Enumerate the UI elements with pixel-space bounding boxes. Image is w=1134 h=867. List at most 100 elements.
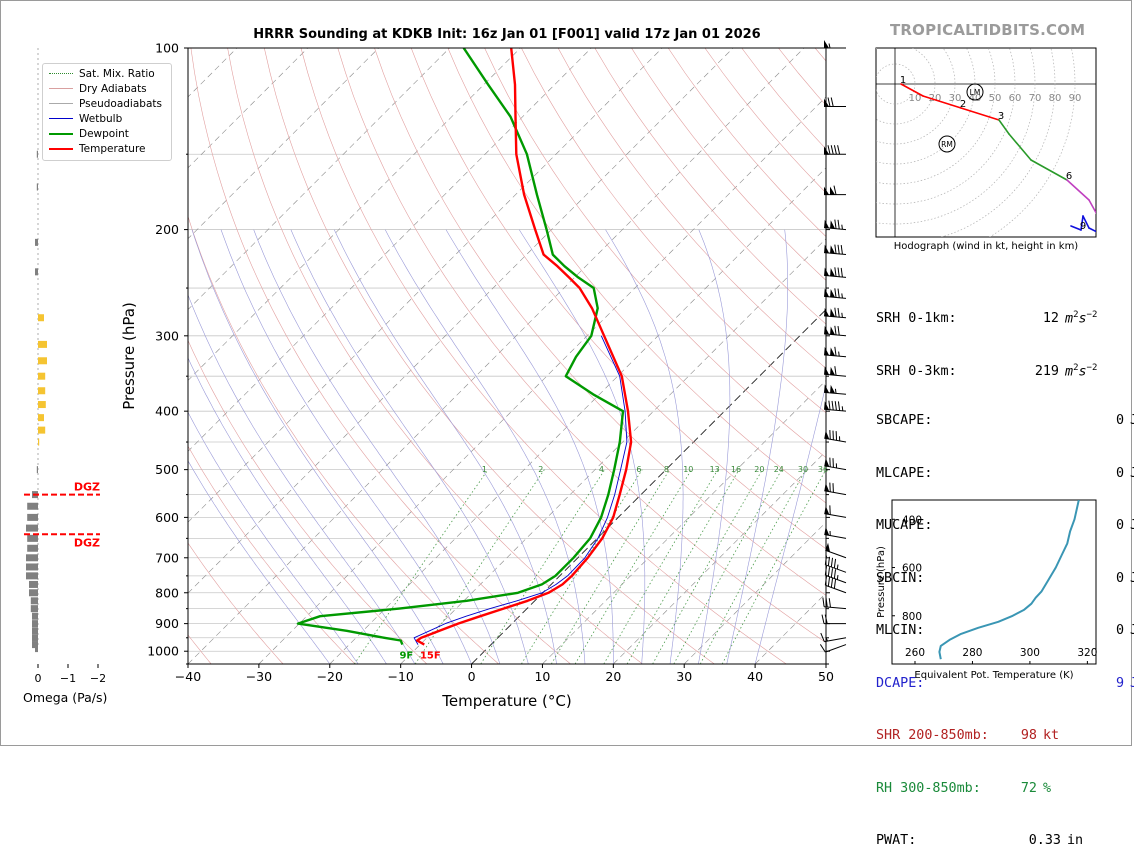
omega-bar [38, 427, 45, 434]
wind-barb [824, 505, 846, 517]
hodograph-ring-label: 60 [1009, 93, 1022, 104]
wind-barbs [820, 40, 846, 652]
wind-barb-shaft [824, 514, 846, 518]
wind-barb-half [829, 44, 830, 49]
wind-barb-flag [830, 385, 835, 393]
wind-barb [824, 97, 846, 106]
wind-barb [824, 430, 846, 442]
omega-bar [38, 357, 47, 364]
y-tick-label: 600 [155, 510, 179, 525]
wind-barb [824, 326, 846, 336]
wind-barb-flag [824, 40, 829, 48]
hodograph-height-label: 1 [900, 75, 906, 86]
wind-barb-feather [838, 326, 839, 335]
omega-bar [32, 620, 38, 627]
mixing-ratio-label: 2 [538, 465, 543, 474]
wind-barb-feather [838, 289, 839, 298]
omega-tick-label: 0 [35, 672, 42, 685]
wind-barb-feather [832, 401, 833, 410]
legend-item-dewpoint: Dewpoint [49, 126, 129, 141]
wind-barb-feather [834, 559, 835, 568]
wind-barb-half [835, 389, 836, 394]
legend-item-temperature: Temperature [49, 141, 146, 156]
stat-dcape: DCAPE:9J/kg [876, 675, 1134, 693]
wind-barb-flag [824, 401, 829, 409]
wind-barb-shaft [824, 638, 846, 642]
moist-adiabat [254, 230, 500, 664]
omega-tick-label: −1 [60, 672, 76, 685]
hodograph-ring-label: 80 [1049, 93, 1062, 104]
wind-barb-half [839, 352, 840, 357]
wind-barb [824, 40, 846, 48]
omega-bar [26, 525, 38, 532]
wind-barb-feather [828, 567, 829, 576]
omega-bar [29, 581, 38, 588]
mixing-ratio-label: 13 [710, 465, 720, 474]
x-tick-label: 20 [605, 669, 621, 684]
hodograph-height-label: 6 [1066, 171, 1072, 182]
hodograph-height-label: 3 [998, 111, 1004, 122]
mixing-ratio-label: 1 [482, 465, 487, 474]
omega-bar [37, 151, 38, 158]
dry-adiabat [191, 48, 571, 664]
wind-barb-feather [831, 97, 833, 106]
omega-bar [26, 554, 38, 561]
wind-barb-feather [834, 569, 835, 578]
isotherm-line [330, 48, 946, 664]
x-tick-label: 0 [468, 669, 476, 684]
mixing-ratio-line [481, 470, 605, 664]
wind-barb [824, 245, 846, 255]
legend-item-dry-adiabats: Dry Adiabats [49, 81, 147, 96]
stat-rh-300-850: RH 300-850mb:72% [876, 780, 1134, 798]
wind-barb-feather [838, 308, 839, 317]
wind-barb-flag [830, 326, 835, 334]
mixing-ratio-label: 30 [798, 465, 808, 474]
omega-bar [38, 387, 45, 394]
wind-barb-half [842, 313, 843, 318]
wind-barb-half [837, 575, 838, 580]
moist-adiabat [221, 230, 472, 664]
wind-barb-flag [824, 483, 829, 492]
wind-barb-feather [829, 401, 830, 410]
wind-barb [824, 288, 846, 298]
omega-bar [26, 563, 38, 570]
y-tick-label: 500 [155, 462, 179, 477]
stat-mucape: MUCAPE:0J/kg [876, 517, 1134, 535]
mixing-ratio-label: 6 [636, 465, 641, 474]
wind-barb-feather [822, 615, 824, 624]
mixing-ratio-label: 4 [599, 465, 604, 474]
wind-barb [824, 366, 846, 376]
wind-barb-feather [834, 579, 835, 588]
omega-bar [32, 634, 38, 641]
omega-bar [38, 414, 44, 421]
surface-temp-label: 15F [420, 651, 441, 662]
wind-barb [824, 347, 846, 357]
skewt-profiles [298, 48, 631, 645]
wind-barb-half [842, 225, 843, 230]
wind-barb-flag [824, 288, 829, 296]
x-tick-label: 10 [534, 669, 550, 684]
wind-barb [824, 186, 846, 195]
hodograph-ring-label: 70 [1029, 93, 1042, 104]
wind-barb-half [842, 293, 843, 298]
wind-barb [823, 598, 846, 609]
omega-bar [27, 535, 38, 542]
wind-barb-feather [831, 145, 833, 154]
moist-adiabat [192, 230, 443, 664]
y-tick-label: 100 [155, 41, 179, 56]
wind-barb-feather [835, 220, 836, 229]
wind-barb [824, 220, 846, 230]
y-tick-label: 300 [155, 328, 179, 343]
wind-barb-feather [838, 401, 839, 410]
wind-barb-feather [831, 578, 832, 587]
wind-barb-flag [830, 347, 835, 355]
wind-barb-shaft [824, 535, 846, 539]
wind-barb [824, 401, 846, 412]
wind-barb-feather [835, 245, 836, 254]
x-tick-label: 40 [747, 669, 763, 684]
wind-barb [821, 633, 846, 642]
omega-axis-label: Omega (Pa/s) [23, 690, 107, 705]
wind-barb [824, 145, 846, 154]
